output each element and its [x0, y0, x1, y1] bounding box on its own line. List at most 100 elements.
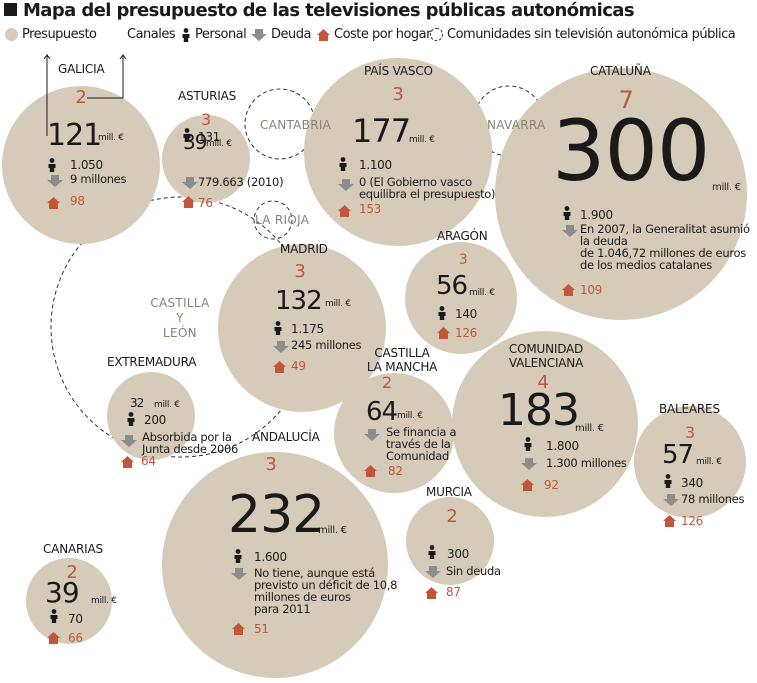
channels-count: 3: [459, 252, 468, 268]
down-arrow-icon: [338, 179, 354, 191]
budget-unit: mill. €: [712, 182, 741, 193]
budget-bubble: [406, 497, 494, 585]
no-tv-label: LEÓN: [163, 325, 197, 340]
legend-presupuesto-label: Presupuesto: [22, 27, 97, 42]
budget-unit: mill. €: [575, 423, 604, 434]
person-icon: [563, 206, 571, 220]
debt-line: Absorbida por la: [142, 430, 232, 444]
channels-count: 3: [265, 454, 276, 475]
budget-unit: mill. €: [318, 525, 347, 536]
debt-line: Comunidad: [386, 449, 449, 463]
debt-line: 78 millones: [681, 492, 744, 506]
debt-line: millones de euros: [254, 590, 351, 604]
legend-personal-label: Personal: [195, 27, 247, 42]
coste-value: 64: [141, 454, 156, 468]
legend-deuda-label: Deuda: [271, 27, 311, 42]
no-tv-label: LA RIOJA: [255, 213, 310, 227]
house-icon: [47, 197, 60, 209]
budget-bubble: [634, 406, 746, 518]
budget-unit: mill. €: [91, 596, 117, 606]
house-icon: [338, 205, 351, 217]
down-arrow-icon: [182, 177, 198, 189]
legend-coste-label: Coste por hogar: [334, 27, 431, 42]
budget-value: 300: [552, 102, 709, 200]
debt-line: través de la: [386, 437, 451, 451]
budget-bubble: [304, 58, 492, 246]
region-name: CANARIAS: [43, 542, 103, 556]
down-arrow-icon: [425, 566, 441, 578]
debt-line: de 1.046,72 millones de euros: [580, 246, 746, 260]
down-arrow-icon: [364, 429, 380, 441]
region-name: PAÍS VASCO: [364, 63, 433, 78]
debt-line: la deuda: [580, 234, 628, 248]
person-icon: [50, 609, 58, 623]
channels-count: 4: [537, 372, 548, 393]
channels-count: 7: [619, 86, 634, 114]
region-name: CASTILLA: [374, 346, 430, 360]
region-name: MADRID: [280, 242, 328, 256]
budget-unit: mill. €: [469, 288, 495, 298]
title-text: Mapa del presupuesto de las televisiones…: [23, 0, 635, 21]
no-tv-circle: [253, 200, 293, 240]
budget-unit: mill. €: [98, 133, 124, 143]
legend-sin-tv-label: Comunidades sin televisión autonómica pú…: [447, 27, 736, 42]
coste-value: 49: [291, 359, 306, 373]
down-arrow-icon: [121, 435, 137, 447]
down-arrow-icon: [663, 494, 679, 506]
budget-value: 64: [366, 397, 398, 427]
debt-line: 779.663 (2010): [198, 175, 283, 189]
house-icon: [273, 361, 286, 373]
personal-value: 1.100: [359, 158, 392, 172]
debt-line: equilibra el presupuesto): [359, 187, 495, 201]
budget-unit: mill. €: [409, 135, 435, 145]
personal-value: 1.050: [70, 158, 103, 172]
budget-unit: mill. €: [206, 139, 232, 149]
budget-bubble: [2, 86, 160, 244]
person-icon: [524, 437, 532, 451]
no-tv-label: CANTABRIA: [260, 118, 332, 132]
debt-line: 1.300 millones: [546, 456, 627, 470]
budget-bubble: [334, 373, 454, 493]
person-icon: [274, 321, 282, 335]
channels-count: 3: [201, 110, 211, 129]
debt-line: 9 millones: [70, 172, 126, 186]
budget-value: 39: [45, 576, 79, 609]
house-icon: [437, 327, 450, 339]
debt-line: Sin deuda: [446, 564, 501, 578]
region-name: ARAGÓN: [437, 228, 488, 243]
personal-value: 140: [455, 307, 477, 321]
house-icon: [425, 587, 438, 599]
house-icon: [521, 479, 534, 491]
region-name: CATALUÑA: [590, 63, 652, 78]
personal-value: 70: [68, 612, 83, 626]
budget-value: 121: [47, 118, 101, 153]
legend-canales-label: Canales: [127, 27, 176, 42]
budget-value: 177: [352, 112, 410, 150]
channels-count: 3: [685, 423, 695, 442]
budget-value: 232: [228, 485, 324, 545]
debt-line: Se financia a: [386, 425, 456, 439]
budget-bubble: [405, 242, 517, 354]
no-tv-label: Y: [175, 311, 184, 325]
channels-count: 3: [392, 84, 403, 105]
coste-value: 109: [580, 283, 602, 297]
budget-bubble: [452, 331, 638, 517]
coste-value: 76: [198, 196, 213, 210]
house-icon: [364, 465, 377, 477]
budget-bubble: [162, 452, 388, 678]
debt-line: No tiene, aunque está: [254, 566, 375, 580]
coste-value: 82: [388, 464, 403, 478]
person-icon: [127, 412, 135, 426]
house-icon: [317, 28, 330, 41]
budget-bubble: [495, 68, 747, 320]
region-name: VALENCIANA: [509, 356, 584, 370]
coste-value: 87: [446, 585, 461, 599]
debt-line: En 2007, la Generalitat asumió: [580, 222, 750, 236]
down-arrow-icon: [521, 458, 537, 470]
channels-count: 2: [75, 87, 86, 108]
down-arrow-icon: [251, 28, 267, 41]
house-icon: [663, 515, 676, 527]
region-name: LA MANCHA: [367, 360, 438, 374]
